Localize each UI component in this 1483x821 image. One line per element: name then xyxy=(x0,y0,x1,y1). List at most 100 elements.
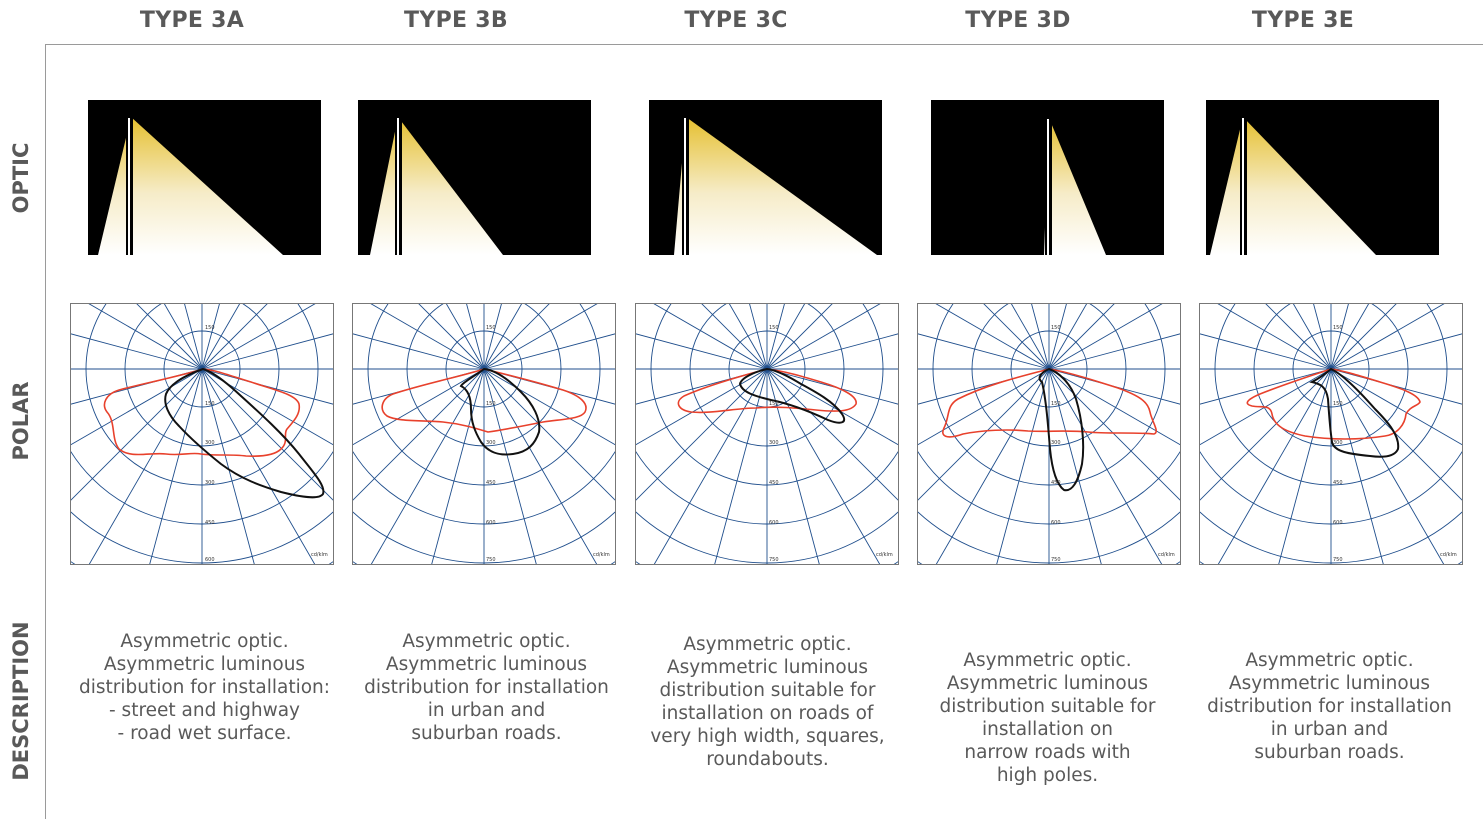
polar-grid-ray xyxy=(201,304,220,370)
polar-tick-label: 150 xyxy=(205,325,215,331)
row-label-divider xyxy=(45,44,46,819)
polar-grid-ray xyxy=(918,368,1050,405)
polar-grid-ray xyxy=(714,368,768,564)
polar-grid-ray xyxy=(728,304,768,370)
polar-grid-ray xyxy=(1048,304,1067,370)
description-line: Asymmetric optic. xyxy=(1245,650,1414,671)
description-line: in urban and xyxy=(427,700,546,721)
polar-tick-label: 450 xyxy=(1333,480,1343,486)
description-line: high poles. xyxy=(996,765,1099,786)
row-label-polar: POLAR xyxy=(9,381,33,461)
polar-tick-label: 600 xyxy=(769,520,779,526)
polar-tick-label: 600 xyxy=(1333,520,1343,526)
polar-tick-label: 300 xyxy=(1051,440,1061,446)
polar-curve-c0-3d xyxy=(942,368,1157,438)
polar-grid-ray xyxy=(201,368,333,446)
polar-curve-c0-3b xyxy=(381,368,587,433)
polar-grid-ray xyxy=(766,304,833,370)
polar-tick-label: 600 xyxy=(205,557,215,563)
polar-tick-label: 450 xyxy=(486,480,496,486)
polar-tick-label: 150 xyxy=(205,401,215,407)
description-line: Asymmetric luminous xyxy=(1228,673,1431,694)
polar-grid-ray xyxy=(1048,333,1180,370)
description-line: narrow roads with xyxy=(964,742,1131,763)
polar-curve-c0-3e xyxy=(1246,368,1421,440)
polar-grid-ray xyxy=(1330,304,1445,370)
polar-grid-ray xyxy=(136,304,203,370)
polar-tick-label: 750 xyxy=(769,557,779,563)
polar-grid-ray xyxy=(353,368,485,501)
polar-grid-ray xyxy=(766,368,881,564)
polar-grid-ray xyxy=(370,304,485,370)
polar-grid-ray xyxy=(88,304,203,370)
polar-tick-label: 150 xyxy=(1333,325,1343,331)
polar-grid-ray xyxy=(636,368,768,405)
polar-grid-ray xyxy=(1010,304,1050,370)
polar-tick-label: 450 xyxy=(769,480,779,486)
polar-svg-3e: 150 150 300 450 600 750 cd/klm xyxy=(1200,304,1462,564)
polar-grid-ray xyxy=(418,304,485,370)
description-line: distribution suitable for xyxy=(939,696,1156,717)
polar-grid-ray xyxy=(1200,368,1332,405)
polar-grid-ray xyxy=(918,368,1050,446)
polar-diagram-3d: 150 150 300 450 600 750 cd/klm xyxy=(917,303,1181,565)
optic-illustration-3a xyxy=(88,100,321,257)
polar-grid-ray xyxy=(766,368,898,446)
description-line: Asymmetric optic. xyxy=(402,631,571,652)
polar-tick-label: 300 xyxy=(486,440,496,446)
polar-curve-c90-3b xyxy=(459,367,541,456)
description-3c: Asymmetric optic. Asymmetric luminous di… xyxy=(630,633,905,771)
optic-illustration-3b xyxy=(358,100,591,257)
polar-grid-ray xyxy=(201,304,241,370)
polar-grid-ray xyxy=(918,333,1050,370)
polar-tick-label: 750 xyxy=(486,557,496,563)
polar-svg-3c: 150 150 300 450 600 750 cd/klm xyxy=(636,304,898,564)
polar-curve-c90-3d xyxy=(1038,367,1085,492)
polar-grid-ray xyxy=(636,368,768,446)
polar-grid-ray xyxy=(483,368,615,446)
polar-grid-ray xyxy=(201,333,333,370)
description-line: - street and highway xyxy=(109,700,300,721)
polar-grid-ray xyxy=(766,304,806,370)
polar-grid-ray xyxy=(483,333,615,370)
polar-grid-ray xyxy=(766,333,898,370)
polar-grid-ray xyxy=(1048,368,1180,501)
polar-grid-ray xyxy=(1292,304,1332,370)
polar-tick-label: 150 xyxy=(769,325,779,331)
type-3a-title: TYPE 3A xyxy=(139,8,245,33)
polar-grid-ray xyxy=(370,368,485,564)
polar-grid-ray xyxy=(201,304,316,370)
optic-illustration-3e xyxy=(1206,100,1439,257)
polar-grid-ray xyxy=(918,368,1050,501)
polar-grid-ray xyxy=(996,368,1050,564)
polar-diagram-3a: 150 150 300 300 450 600 cd/klm xyxy=(70,303,334,565)
polar-grid-ray xyxy=(766,304,785,370)
description-line: suburban roads. xyxy=(411,723,562,744)
polar-grid-ray xyxy=(1048,304,1115,370)
optic-illustration-3d xyxy=(931,100,1164,257)
polar-grid-ray xyxy=(935,304,1050,370)
polar-tick-label: 300 xyxy=(205,480,215,486)
polar-grid-ray xyxy=(749,304,768,370)
polar-grid-ray xyxy=(483,368,598,564)
description-line: roundabouts. xyxy=(706,749,829,770)
polar-curve-c0-3a xyxy=(103,368,301,457)
polar-grid-ray xyxy=(163,304,203,370)
polar-diagram-3b: 150 150 300 450 600 750 cd/klm xyxy=(352,303,616,565)
polar-curve-c0-3c xyxy=(677,368,857,414)
polar-grid-ray xyxy=(1217,368,1332,564)
polar-grid-ray xyxy=(1330,368,1462,446)
polar-curve-c90-3e xyxy=(1309,367,1400,458)
polar-grid-ray xyxy=(353,368,485,446)
polar-grid-ray xyxy=(71,368,203,405)
polar-grid-ray xyxy=(766,304,881,370)
description-line: in urban and xyxy=(1270,719,1389,740)
polar-unit-label: cd/klm xyxy=(876,552,893,558)
polar-tick-label: 150 xyxy=(1051,325,1061,331)
polar-grid-ray xyxy=(483,304,598,370)
polar-tick-label: 300 xyxy=(205,440,215,446)
description-line: Asymmetric optic. xyxy=(683,634,852,655)
polar-grid-ray xyxy=(653,304,768,370)
description-line: Asymmetric luminous xyxy=(946,673,1149,694)
polar-grid-ray xyxy=(1330,333,1462,370)
